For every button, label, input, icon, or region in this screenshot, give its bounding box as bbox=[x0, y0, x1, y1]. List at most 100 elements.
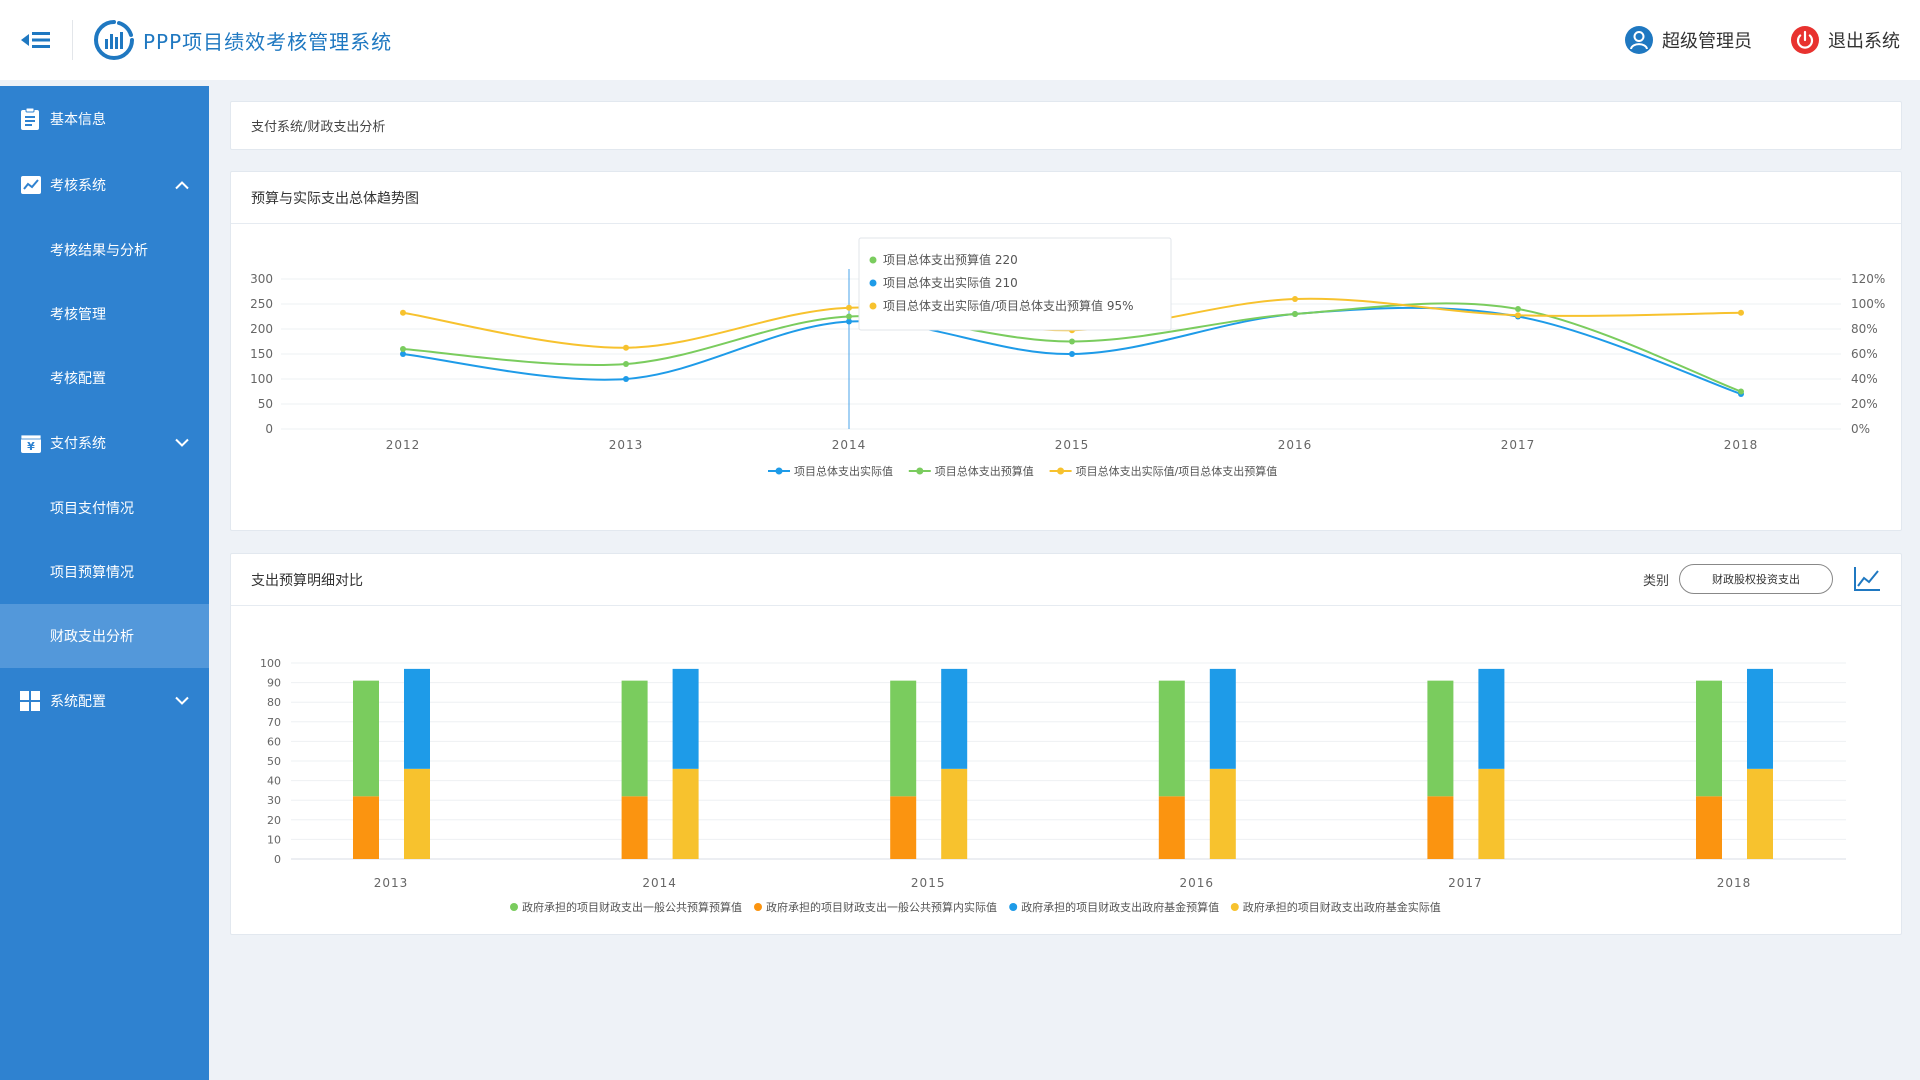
bar-segment bbox=[353, 796, 379, 859]
bar-segment bbox=[890, 680, 917, 797]
bar-segment bbox=[1696, 680, 1722, 797]
trend-chart-title: 预算与实际支出总体趋势图 bbox=[231, 172, 1901, 224]
y2-tick-label: 80% bbox=[1851, 322, 1878, 336]
bar-segment bbox=[941, 768, 968, 859]
sidebar-item-label: 考核结果与分析 bbox=[50, 243, 148, 259]
tooltip-label: 项目总体支出实际值 210 bbox=[883, 275, 1018, 290]
sidebar-item-label: 系统配置 bbox=[50, 694, 106, 710]
bar-segment bbox=[1747, 668, 1773, 769]
legend-marker bbox=[916, 467, 924, 475]
data-point bbox=[400, 346, 406, 352]
grid-icon bbox=[20, 691, 40, 711]
tooltip-label: 项目总体支出预算值 220 bbox=[883, 252, 1018, 267]
y-tick-label: 100 bbox=[250, 372, 273, 386]
legend-label: 政府承担的项目财政支出政府基金预算值 bbox=[1021, 900, 1219, 914]
sidebar-item-basic-info[interactable]: 基本信息 bbox=[0, 86, 209, 152]
legend-label: 项目总体支出实际值/项目总体支出预算值 bbox=[1076, 464, 1278, 478]
tooltip-label: 项目总体支出实际值/项目总体支出预算值 95% bbox=[883, 298, 1134, 313]
x-tick-label: 2016 bbox=[1180, 876, 1215, 890]
y-tick-label: 40 bbox=[267, 775, 281, 788]
data-point bbox=[1069, 338, 1075, 345]
sidebar-item-assessment-config[interactable]: 考核配置 bbox=[0, 346, 209, 410]
data-point bbox=[1738, 388, 1744, 395]
tooltip-marker bbox=[869, 302, 877, 310]
detail-chart-header: 支出预算明细对比 类别 财政股权投资支出 bbox=[231, 554, 1901, 606]
detail-bar-chart[interactable]: 0 10 20 30 40 50 60 70 80 90 100 2013 2014 2015 2016 20… bbox=[231, 606, 1901, 934]
legend-label: 项目总体支出实际值 bbox=[794, 464, 893, 478]
sidebar-item-label: 基本信息 bbox=[50, 112, 106, 128]
sidebar-item-assessment-results[interactable]: 考核结果与分析 bbox=[0, 218, 209, 282]
y2-tick-label: 0% bbox=[1851, 422, 1870, 436]
sidebar-item-payment[interactable]: ¥ 支付系统 bbox=[0, 410, 209, 476]
bar-segment bbox=[1696, 796, 1722, 859]
x-tick-label: 2017 bbox=[1448, 876, 1483, 890]
x-tick-label: 2013 bbox=[609, 438, 644, 452]
data-point bbox=[623, 376, 629, 382]
chevron-up-icon bbox=[175, 181, 189, 190]
y2-tick-label: 40% bbox=[1851, 372, 1878, 386]
user-menu[interactable]: 超级管理员 bbox=[1624, 25, 1752, 55]
sidebar-item-system-config[interactable]: 系统配置 bbox=[0, 668, 209, 734]
x-tick-label: 2018 bbox=[1717, 876, 1752, 890]
detail-chart-card: 支出预算明细对比 类别 财政股权投资支出 0 10 20 30 40 50 60 70 80 90… bbox=[230, 553, 1902, 935]
menu-collapse-icon bbox=[21, 32, 50, 48]
trend-line-chart[interactable]: 0 50 100 150 200 250 300 0% 20% 40% 60% 80% 100% 120%… bbox=[231, 224, 1901, 530]
tooltip-box bbox=[858, 237, 1172, 331]
data-point bbox=[623, 344, 629, 351]
sidebar-item-label: 项目预算情况 bbox=[50, 565, 134, 581]
legend-label: 政府承担的项目财政支出一般公共预算内实际值 bbox=[766, 900, 997, 914]
chevron-down-icon bbox=[175, 438, 189, 447]
bar-segment bbox=[621, 796, 648, 859]
power-icon bbox=[1791, 26, 1819, 54]
bar-segment bbox=[353, 680, 379, 797]
legend-marker bbox=[775, 467, 783, 475]
data-point bbox=[623, 361, 629, 367]
menu-toggle-button[interactable] bbox=[0, 0, 72, 80]
legend-marker bbox=[1230, 903, 1239, 911]
logout-button[interactable]: 退出系统 bbox=[1790, 25, 1900, 55]
data-point bbox=[846, 318, 852, 325]
y-tick-label: 10 bbox=[267, 833, 281, 846]
data-point bbox=[1738, 309, 1744, 316]
chart-report-icon bbox=[21, 176, 41, 194]
legend-marker bbox=[1057, 467, 1065, 475]
breadcrumb: 支付系统/财政支出分析 bbox=[230, 101, 1902, 150]
y-tick-label: 300 bbox=[250, 272, 273, 286]
y-tick-label: 90 bbox=[267, 677, 281, 690]
bar-segment bbox=[672, 668, 699, 769]
category-value: 财政股权投资支出 bbox=[1712, 573, 1800, 586]
y-tick-label: 200 bbox=[250, 322, 273, 336]
logo-chart-icon bbox=[94, 20, 134, 60]
category-select[interactable]: 财政股权投资支出 bbox=[1679, 564, 1833, 594]
trend-chart-card: 预算与实际支出总体趋势图 0 50 100 150 200 250 300 0% 20% 40% 6… bbox=[230, 171, 1902, 531]
yuan-calendar-icon: ¥ bbox=[20, 434, 42, 453]
user-name: 超级管理员 bbox=[1662, 31, 1752, 52]
y2-tick-label: 120% bbox=[1851, 272, 1885, 286]
line-chart-toggle-icon[interactable] bbox=[1853, 566, 1881, 592]
y-tick-label: 70 bbox=[267, 716, 281, 729]
chart-tooltip: 项目总体支出预算值 220 项目总体支出实际值 210 项目总体支出实际值/项目总体… bbox=[858, 237, 1172, 331]
y-tick-label: 0 bbox=[265, 422, 273, 436]
y-tick-label: 20 bbox=[267, 814, 281, 827]
app-logo: PPP项目绩效考核管理系统 bbox=[93, 19, 392, 61]
bar-segment bbox=[1427, 796, 1454, 859]
top-bar: PPP项目绩效考核管理系统 超级管理员 退出系统 bbox=[0, 0, 1920, 80]
data-point bbox=[846, 304, 852, 311]
sidebar-item-assessment-manage[interactable]: 考核管理 bbox=[0, 282, 209, 346]
bar-segment bbox=[621, 680, 648, 797]
logout-label: 退出系统 bbox=[1828, 31, 1900, 52]
legend-marker bbox=[510, 903, 518, 911]
legend-marker bbox=[1009, 903, 1018, 911]
x-tick-label: 2016 bbox=[1278, 438, 1313, 452]
header-divider bbox=[72, 20, 73, 60]
sidebar-item-project-payment[interactable]: 项目支付情况 bbox=[0, 476, 209, 540]
sidebar-item-project-budget[interactable]: 项目预算情况 bbox=[0, 540, 209, 604]
y2-tick-label: 100% bbox=[1851, 297, 1885, 311]
sidebar-item-assessment[interactable]: 考核系统 bbox=[0, 152, 209, 218]
y-tick-label: 50 bbox=[258, 397, 273, 411]
data-point bbox=[1292, 296, 1298, 302]
svg-text:¥: ¥ bbox=[27, 440, 35, 453]
data-point bbox=[400, 309, 406, 316]
sidebar-item-fiscal-analysis[interactable]: 财政支出分析 bbox=[0, 604, 209, 668]
data-point bbox=[1292, 311, 1298, 317]
